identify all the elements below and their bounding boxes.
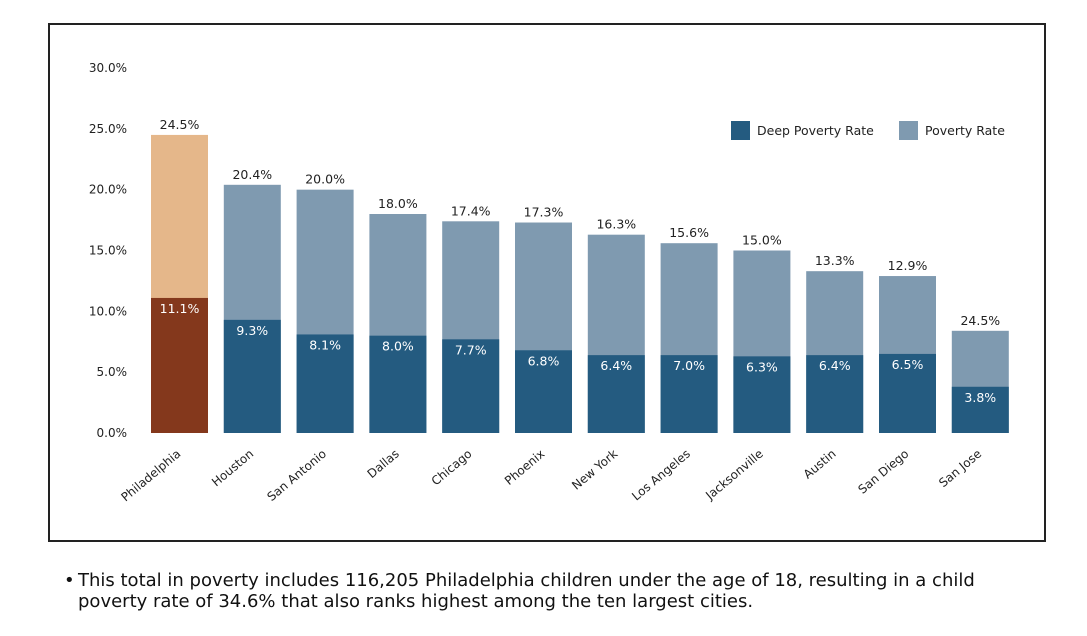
bar-deep-poverty-rate <box>879 353 936 433</box>
data-label-poverty: 20.0% <box>305 172 345 187</box>
x-tick-label: Dallas <box>365 447 402 481</box>
note-text: This total in poverty includes 116,205 P… <box>78 570 975 612</box>
data-label-deep-poverty: 8.0% <box>382 339 414 354</box>
data-label-poverty: 24.5% <box>160 117 200 132</box>
x-tick-label: San Jose <box>936 447 984 490</box>
data-label-deep-poverty: 11.1% <box>160 301 200 316</box>
data-label-poverty: 13.3% <box>815 253 855 268</box>
data-label-deep-poverty: 6.4% <box>600 358 632 373</box>
legend-swatch-poverty <box>899 121 918 140</box>
y-tick-label: 10.0% <box>89 304 127 318</box>
bar-deep-poverty-rate <box>587 355 645 433</box>
legend-label-poverty: Poverty Rate <box>925 123 1005 138</box>
data-label-deep-poverty: 6.5% <box>892 357 924 372</box>
data-label-deep-poverty: 6.4% <box>819 358 851 373</box>
data-label-poverty: 17.3% <box>524 205 564 220</box>
legend-label-deep-poverty: Deep Poverty Rate <box>757 123 874 138</box>
data-label-poverty: 12.9% <box>888 258 928 273</box>
data-label-deep-poverty: 9.3% <box>236 323 268 338</box>
x-tick-label: Chicago <box>429 447 475 489</box>
data-label-poverty: 15.0% <box>742 233 782 248</box>
data-label-poverty: 16.3% <box>596 217 636 232</box>
bar-deep-poverty-rate <box>660 355 718 433</box>
data-label-deep-poverty: 7.0% <box>673 358 705 373</box>
legend-swatch-deep-poverty <box>731 121 750 140</box>
x-tick-label: Houston <box>209 447 256 490</box>
bullet-dot: • <box>64 570 75 591</box>
data-label-poverty: 24.5% <box>960 313 1000 328</box>
x-tick-label: San Antonio <box>264 447 329 504</box>
poverty-rate-bar-chart: 0.0% 5.0% 10.0% 15.0% 20.0% 25.0% 30.0% 24.5% 11… <box>89 61 1009 505</box>
bar-deep-poverty-rate <box>951 386 1009 433</box>
data-label-poverty: 18.0% <box>378 196 418 211</box>
bar-deep-poverty-rate <box>806 355 864 433</box>
data-label-deep-poverty: 6.8% <box>528 353 560 368</box>
bar-deep-poverty-rate <box>442 339 500 433</box>
x-tick-label: Jacksonville <box>702 447 765 503</box>
bar-deep-poverty-rate <box>223 319 281 433</box>
chart-frame: 0.0% 5.0% 10.0% 15.0% 20.0% 25.0% 30.0% 24.5% 11… <box>48 23 1046 542</box>
x-tick-label: Philadelphia <box>118 447 183 505</box>
data-label-deep-poverty: 6.3% <box>746 359 778 374</box>
y-tick-label: 0.0% <box>97 426 128 440</box>
data-label-deep-poverty: 7.7% <box>455 342 487 357</box>
x-tick-label: San Diego <box>855 447 911 497</box>
x-tick-label: New York <box>569 447 620 493</box>
data-label-poverty: 15.6% <box>669 225 709 240</box>
data-label-deep-poverty: 8.1% <box>309 337 341 352</box>
y-tick-label: 25.0% <box>89 122 127 136</box>
y-tick-label: 20.0% <box>89 183 127 197</box>
data-label-poverty: 17.4% <box>451 203 491 218</box>
bar-deep-poverty-rate <box>296 334 354 433</box>
x-tick-label: Phoenix <box>502 447 547 488</box>
y-tick-label: 30.0% <box>89 61 127 75</box>
y-tick-label: 15.0% <box>89 244 127 258</box>
y-tick-label: 5.0% <box>97 365 128 379</box>
x-tick-label: Austin <box>801 447 839 482</box>
x-tick-label: Los Angeles <box>629 447 693 504</box>
bar-deep-poverty-rate <box>515 350 572 433</box>
bar-deep-poverty-rate <box>151 297 208 433</box>
bar-deep-poverty-rate <box>733 356 791 433</box>
data-label-deep-poverty: 3.8% <box>964 390 996 405</box>
data-label-poverty: 20.4% <box>232 167 272 182</box>
bar-deep-poverty-rate <box>369 335 427 433</box>
